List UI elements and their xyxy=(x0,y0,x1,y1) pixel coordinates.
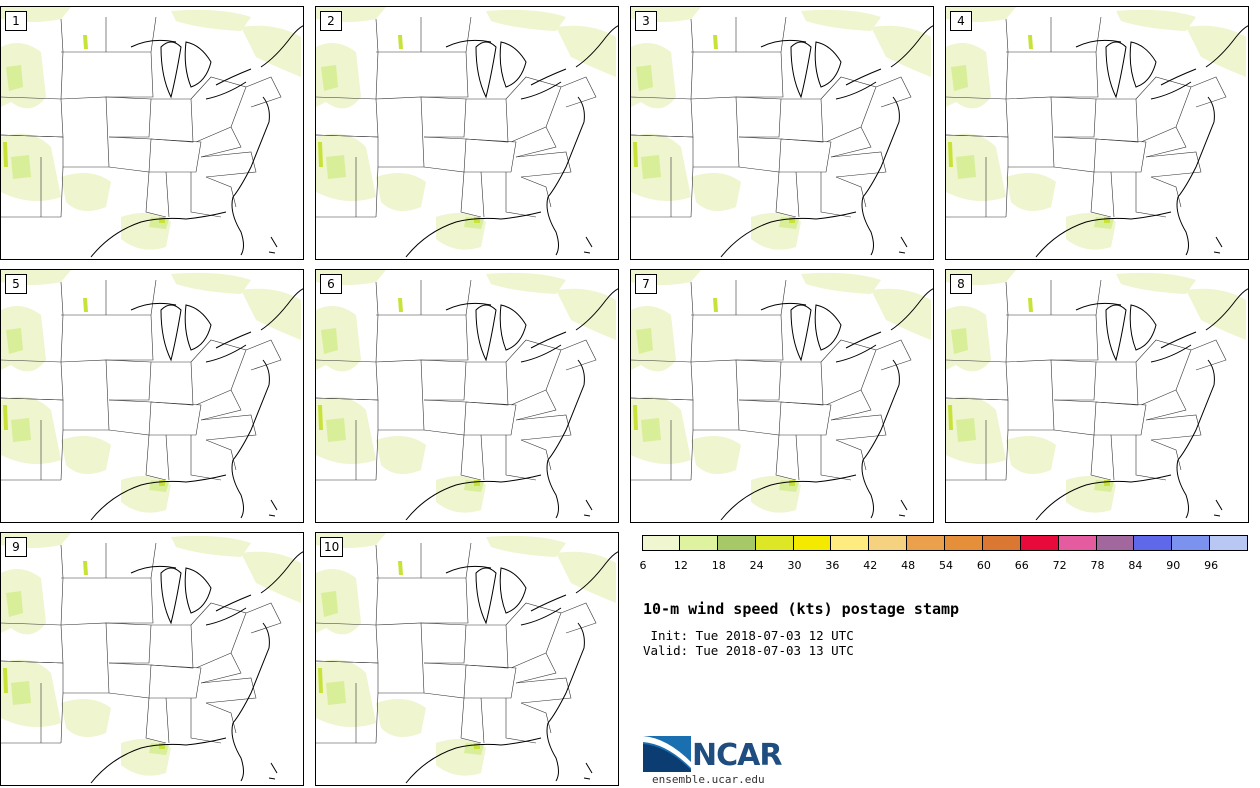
ncar-logo: NCAR ensemble.ucar.edu xyxy=(642,732,802,788)
map-canvas xyxy=(1,270,303,521)
colorbar-tick-label: 54 xyxy=(939,559,953,572)
colorbar-swatch xyxy=(945,535,983,551)
map-panel-2: 2 xyxy=(315,6,619,260)
map-panel-4: 4 xyxy=(945,6,1249,260)
map-panel-6: 6 xyxy=(315,269,619,523)
colorbar-tick-label: 6 xyxy=(639,559,647,572)
colorbar-tick-label: 72 xyxy=(1052,559,1067,572)
colorbar-swatch xyxy=(793,535,832,551)
colorbar-swatch xyxy=(982,535,1021,551)
colorbar-tick-label: 48 xyxy=(901,559,916,572)
map-canvas xyxy=(631,270,933,521)
colorbar-swatch xyxy=(831,535,870,551)
map-panel-3: 3 xyxy=(630,6,934,260)
map-canvas xyxy=(946,7,1248,258)
panel-label: 9 xyxy=(5,537,27,557)
colorbar-tick-label: 24 xyxy=(749,559,764,572)
plot-title: 10-m wind speed (kts) postage stamp xyxy=(643,600,960,618)
colorbar-swatch xyxy=(1096,535,1135,551)
colorbar-swatch xyxy=(1134,535,1173,551)
colorbar-swatch xyxy=(755,535,794,551)
colorbar-frame xyxy=(642,535,1248,551)
panel-label: 4 xyxy=(950,11,972,31)
map-panel-9: 9 xyxy=(0,532,304,786)
colorbar-swatch xyxy=(717,535,756,551)
panel-label: 3 xyxy=(635,11,657,31)
colorbar-swatch xyxy=(907,535,945,551)
colorbar-tick-label: 66 xyxy=(1014,559,1029,572)
colorbar-tick-label: 12 xyxy=(673,559,688,572)
colorbar-tick-label: 30 xyxy=(787,559,802,572)
ncar-logo-mark xyxy=(643,736,691,772)
map-panel-10: 10 xyxy=(315,532,619,786)
ncar-wordmark: NCAR xyxy=(692,738,782,773)
map-panel-5: 5 xyxy=(0,269,304,523)
colorbar-swatch xyxy=(679,535,718,551)
colorbar-tick-label: 60 xyxy=(976,559,991,572)
colorbar-swatch xyxy=(869,535,908,551)
map-panel-1: 1 xyxy=(0,6,304,260)
colorbar-tick-label: 36 xyxy=(825,559,840,572)
colorbar-tick-label: 90 xyxy=(1166,559,1181,572)
valid-time: Valid: Tue 2018-07-03 13 UTC xyxy=(643,643,854,658)
colorbar-tick-label: 42 xyxy=(863,559,878,572)
map-canvas xyxy=(1,533,303,784)
colorbar-tick-label: 96 xyxy=(1204,559,1219,572)
map-canvas xyxy=(316,533,618,784)
map-canvas xyxy=(1,7,303,258)
panel-label: 10 xyxy=(320,537,344,557)
panel-label: 5 xyxy=(5,274,27,294)
colorbar-tick-label: 84 xyxy=(1128,559,1143,572)
ncar-url: ensemble.ucar.edu xyxy=(652,773,765,786)
colorbar-tick-label: 78 xyxy=(1090,559,1105,572)
colorbar-swatch xyxy=(1058,535,1097,551)
colorbar-swatch xyxy=(1172,535,1211,551)
map-canvas xyxy=(316,270,618,521)
map-panel-7: 7 xyxy=(630,269,934,523)
panel-label: 7 xyxy=(635,274,657,294)
init-time: Init: Tue 2018-07-03 12 UTC xyxy=(643,628,854,643)
colorbar: 6 12 18 24 30 36 42 48 54 60 66 72 78 84 90 96 xyxy=(639,535,1248,575)
panel-label: 2 xyxy=(320,11,342,31)
colorbar-swatch xyxy=(1020,535,1059,551)
map-canvas xyxy=(316,7,618,258)
map-canvas xyxy=(631,7,933,258)
panel-label: 8 xyxy=(950,274,972,294)
map-panel-8: 8 xyxy=(945,269,1249,523)
panel-label: 1 xyxy=(5,11,27,31)
panel-label: 6 xyxy=(320,274,342,294)
colorbar-swatch xyxy=(642,535,680,551)
colorbar-tick-label: 18 xyxy=(711,559,726,572)
map-canvas xyxy=(946,270,1248,521)
